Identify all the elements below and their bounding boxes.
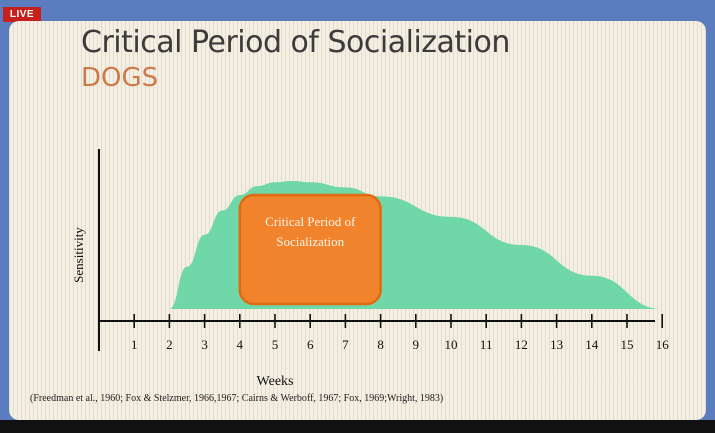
x-tick-label: 10 [445,337,458,352]
x-tick-label: 8 [377,337,384,352]
x-tick-label: 4 [237,337,244,352]
x-tick-label: 13 [550,337,563,352]
x-tick-label: 5 [272,337,279,352]
x-tick-label: 12 [515,337,528,352]
x-tick-label: 15 [621,337,634,352]
citation: (Freedman et al., 1960; Fox & Stelzmer, … [30,393,444,404]
bottom-bar [0,420,715,433]
y-axis-label: Sensitivity [71,227,86,283]
slide: Critical Period of Socialization DOGS Cr… [9,21,706,420]
x-tick-label: 7 [342,337,349,352]
x-axis-label: Weeks [257,374,294,389]
live-badge: LIVE [3,7,41,22]
x-tick-label: 2 [166,337,173,352]
x-tick-label: 3 [201,337,208,352]
critical-period-label-line: Socialization [276,234,344,249]
x-tick-label: 14 [585,337,599,352]
critical-period-label-line: Critical Period of [265,214,356,229]
x-tick-label: 16 [656,337,670,352]
x-tick-label: 9 [413,337,420,352]
critical-period-box [238,193,382,306]
x-tick-label: 6 [307,337,314,352]
slide-subtitle: DOGS [81,63,159,93]
slide-title: Critical Period of Socialization [81,25,510,60]
x-tick-label: 1 [131,337,138,352]
x-tick-label: 11 [480,337,493,352]
